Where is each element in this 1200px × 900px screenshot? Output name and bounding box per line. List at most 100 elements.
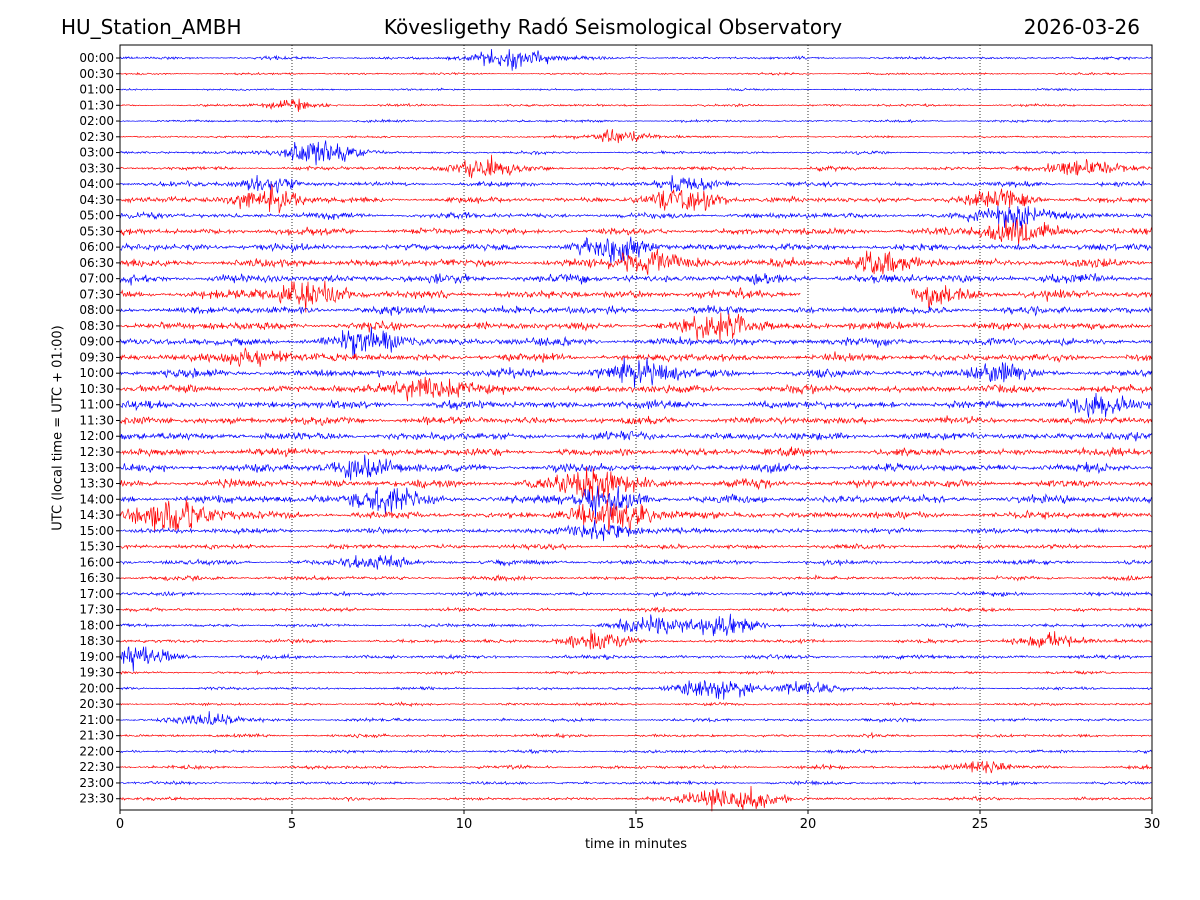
trace-row-1200 <box>119 430 1153 442</box>
trace-row-0930 <box>119 347 1153 367</box>
trace-row-1430 <box>119 499 1153 533</box>
x-tick-label: 15 <box>628 817 645 832</box>
trace-row-0030 <box>119 71 1153 76</box>
y-tick-label: 17:30 <box>79 603 114 617</box>
trace-row-1630 <box>120 574 1153 583</box>
trace-row-1400 <box>119 485 1153 519</box>
y-tick-label: 13:30 <box>79 477 114 491</box>
trace-row-0630 <box>119 248 1153 275</box>
grid-lines <box>291 45 981 810</box>
y-tick-label: 07:00 <box>79 272 114 286</box>
trace-row-0900 <box>119 326 1153 359</box>
trace-row-0800 <box>119 305 1153 317</box>
y-tick-label: 09:00 <box>79 335 114 349</box>
trace-row-1030 <box>119 376 1153 402</box>
x-tick-label: 10 <box>456 817 473 832</box>
y-tick-label: 13:00 <box>79 461 114 475</box>
x-tick-labels: 0 5 10 15 20 25 30 <box>116 810 1160 832</box>
y-axis-label: UTC (local time = UTC + 01:00) <box>50 325 66 531</box>
y-tick-label: 10:30 <box>79 382 114 396</box>
y-tick-label: 16:30 <box>79 571 114 585</box>
y-tick-label: 03:30 <box>79 161 114 175</box>
trace-row-0200 <box>119 118 1153 124</box>
chart-title: Kövesligethy Radó Seismological Observat… <box>383 15 843 39</box>
trace-row-2200 <box>119 748 1153 755</box>
trace-row-2300 <box>119 779 1153 787</box>
trace-row-2330 <box>119 785 1153 812</box>
y-tick-label: 07:30 <box>79 287 114 301</box>
y-tick-label: 20:00 <box>79 681 114 695</box>
y-tick-label: 01:00 <box>79 83 114 97</box>
y-tick-label: 06:00 <box>79 240 114 254</box>
y-tick-label: 15:00 <box>79 524 114 538</box>
trace-row-2100 <box>119 711 1153 726</box>
trace-row-0130 <box>119 98 1153 112</box>
y-tick-label: 03:00 <box>79 146 114 160</box>
y-tick-label: 21:30 <box>79 729 114 743</box>
y-tick-label: 19:00 <box>79 650 114 664</box>
x-tick-label: 5 <box>288 817 296 832</box>
y-tick-label: 19:30 <box>79 666 114 680</box>
x-tick-label: 20 <box>800 817 817 832</box>
y-tick-label: 14:30 <box>79 508 114 522</box>
y-tick-label: 00:00 <box>79 51 114 65</box>
date-label: 2026-03-26 <box>1023 15 1140 39</box>
y-tick-label: 02:00 <box>79 114 114 128</box>
trace-row-0530 <box>119 219 1153 246</box>
trace-row-1130 <box>119 415 1153 426</box>
y-tick-label: 01:30 <box>79 98 114 112</box>
trace-row-0230 <box>119 129 1152 144</box>
y-tick-label: 05:00 <box>79 209 114 223</box>
x-tick-label: 25 <box>972 817 989 832</box>
y-tick-label: 11:00 <box>79 398 114 412</box>
y-tick-label: 12:30 <box>79 445 114 459</box>
trace-row-1300 <box>119 454 1153 481</box>
trace-row-1330 <box>119 466 1153 501</box>
trace-row-1830 <box>119 629 1153 650</box>
trace-row-0400 <box>119 174 1153 194</box>
trace-row-1930 <box>119 669 1153 676</box>
y-tick-label: 20:30 <box>79 697 114 711</box>
trace-row-0600 <box>119 236 1153 266</box>
trace-row-1100 <box>119 392 1153 418</box>
station-label: HU_Station_AMBH <box>61 15 242 39</box>
trace-row-2030 <box>119 701 1153 708</box>
seismic-traces <box>119 48 1153 812</box>
x-tick-label: 0 <box>116 817 124 832</box>
trace-row-2130 <box>119 731 1153 740</box>
trace-row-2000 <box>119 680 1153 700</box>
y-tick-label: 23:00 <box>79 776 114 790</box>
trace-row-2230 <box>119 760 1153 774</box>
y-tick-label: 00:30 <box>79 67 114 81</box>
y-tick-label: 23:30 <box>79 792 114 806</box>
y-tick-label: 16:00 <box>79 555 114 569</box>
y-tick-label: 22:30 <box>79 760 114 774</box>
trace-row-0100 <box>119 87 1153 92</box>
trace-row-1600 <box>119 554 1153 570</box>
trace-row-0730 <box>119 280 1153 313</box>
y-tick-label: 08:30 <box>79 319 114 333</box>
y-tick-label: 10:00 <box>79 366 114 380</box>
y-tick-label: 04:00 <box>79 177 114 191</box>
trace-row-0830 <box>119 312 1153 342</box>
trace-row-1230 <box>119 446 1152 458</box>
trace-row-1730 <box>119 606 1153 613</box>
y-tick-label: 06:30 <box>79 256 114 270</box>
trace-row-1000 <box>119 357 1153 388</box>
x-axis-label: time in minutes <box>584 837 688 852</box>
y-tick-label: 02:30 <box>79 130 114 144</box>
trace-row-0700 <box>119 273 1153 286</box>
y-tick-label: 18:00 <box>79 618 114 632</box>
trace-row-1900 <box>119 646 1153 672</box>
y-tick-label: 15:30 <box>79 540 114 554</box>
trace-row-0300 <box>119 140 1153 166</box>
trace-row-0000 <box>119 48 1153 71</box>
trace-row-1530 <box>119 543 1153 551</box>
trace-row-1500 <box>119 519 1153 542</box>
trace-row-1800 <box>119 613 1153 637</box>
y-tick-label: 18:30 <box>79 634 114 648</box>
trace-row-0330 <box>119 154 1153 179</box>
y-tick-label: 22:00 <box>79 744 114 758</box>
